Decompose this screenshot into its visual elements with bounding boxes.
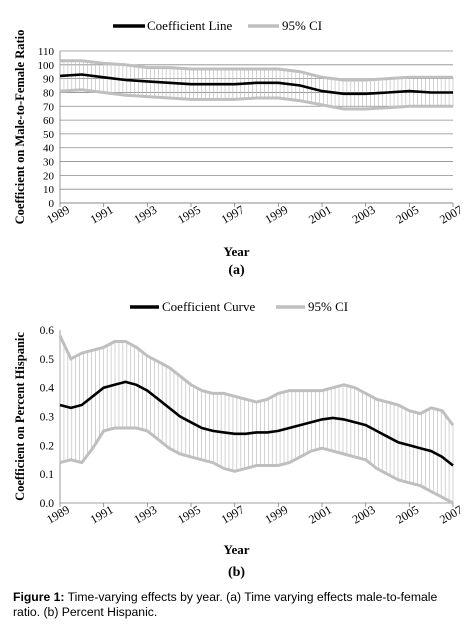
y-tick-label: 60 (43, 115, 55, 127)
y-tick-label: 0.3 (40, 412, 55, 424)
x-tick-label: 2003 (350, 202, 378, 226)
ci-upper-line (58, 335, 455, 427)
x-tick-label: 1997 (219, 502, 247, 526)
panel-label: (a) (228, 263, 245, 278)
panel-label: (b) (228, 565, 245, 580)
figure-caption-text: Time-varying effects by year. (a) Time v… (13, 590, 438, 619)
y-tick-label: 0 (49, 198, 55, 210)
x-axis-label: Year (224, 244, 250, 259)
y-tick-label: 10 (43, 184, 55, 196)
legend-label-estimate: Coefficient Curve (162, 299, 255, 314)
legend-label-ci: 95% CI (308, 299, 348, 314)
y-tick-label: 90 (43, 74, 55, 86)
figure-label: Figure 1: (13, 590, 65, 604)
y-tick-label: 80 (43, 87, 55, 99)
y-tick-label: 110 (38, 46, 55, 58)
y-tick-label: 30 (43, 157, 55, 169)
x-tick-label: 2005 (393, 202, 421, 226)
x-tick-label: 1991 (88, 202, 116, 226)
x-tick-label: 1993 (131, 502, 159, 526)
y-tick-label: 0.5 (40, 354, 55, 366)
x-tick-label: 1993 (131, 202, 159, 226)
figure-caption: Figure 1: Time-varying effects by year. … (13, 590, 459, 620)
coefficient-line (59, 380, 454, 467)
y-tick-label: 40 (43, 143, 55, 155)
x-tick-label: 1999 (262, 502, 290, 526)
x-tick-label: 1991 (88, 502, 116, 526)
y-tick-label: 0.1 (40, 469, 55, 481)
y-axis-label: Coefficient on Percent Hispanic (13, 332, 27, 501)
coefficient-line (59, 73, 453, 96)
x-tick-label: 2007 (437, 202, 465, 226)
legend-label-ci: 95% CI (282, 18, 322, 33)
x-tick-label: 2003 (350, 502, 378, 526)
x-tick-label: 1997 (219, 202, 247, 226)
y-tick-label: 100 (38, 60, 55, 72)
x-tick-label: 2001 (306, 502, 334, 526)
y-tick-label: 0.6 (40, 325, 55, 337)
y-tick-label: 0.0 (40, 498, 55, 510)
y-axis-label: Coefficient on Male-to-Female Ratio (13, 30, 27, 225)
x-tick-label: 2001 (306, 202, 334, 226)
y-tick-label: 0.4 (40, 383, 55, 395)
x-axis-label: Year (224, 542, 250, 557)
y-tick-label: 50 (43, 129, 55, 141)
x-tick-label: 2005 (393, 502, 421, 526)
x-tick-label: 2007 (437, 502, 465, 526)
y-tick-label: 70 (43, 101, 55, 113)
x-tick-label: 1995 (175, 202, 203, 226)
ci-lower-line (59, 426, 454, 505)
ci-upper-line (60, 59, 453, 82)
y-tick-label: 0.2 (40, 440, 55, 452)
ci-lower-line (59, 88, 453, 111)
y-tick-label: 20 (43, 170, 55, 182)
x-tick-label: 1999 (262, 202, 290, 226)
legend-label-estimate: Coefficient Line (147, 18, 233, 33)
x-tick-label: 1995 (175, 502, 203, 526)
